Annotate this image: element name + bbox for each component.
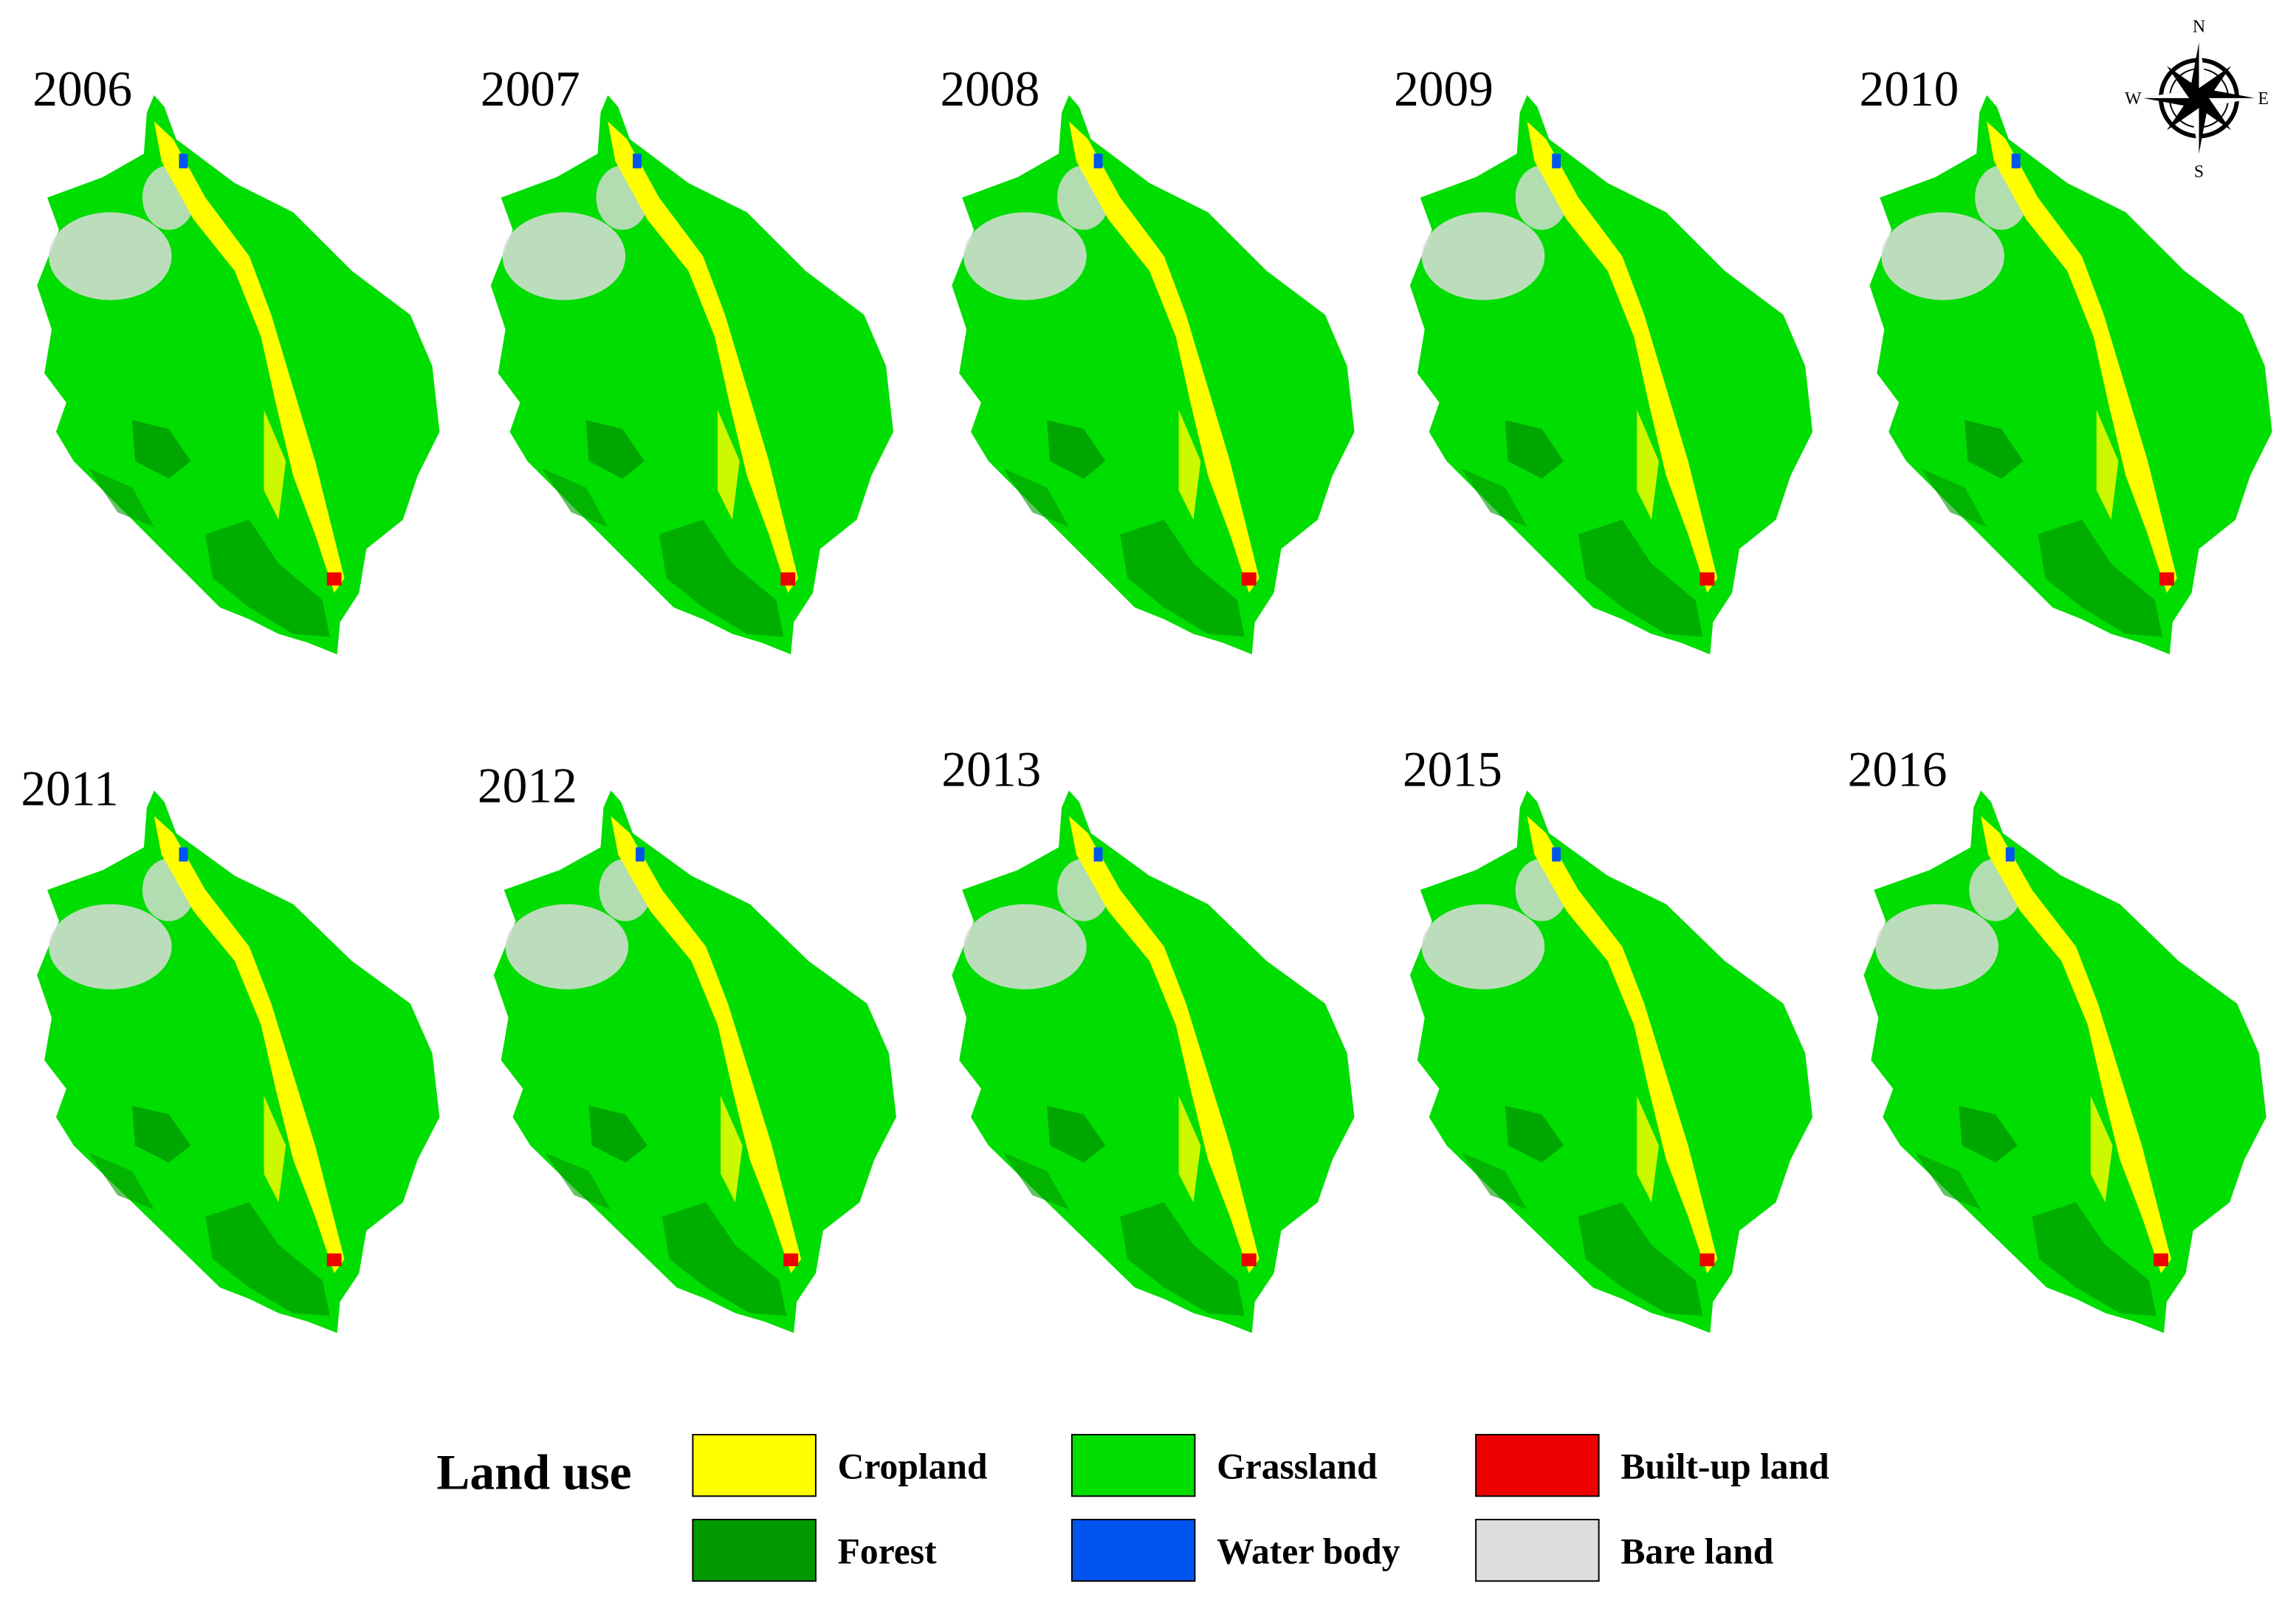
year-label: 2013 — [941, 742, 1041, 797]
land-use-map — [37, 790, 440, 1333]
land-use-map — [490, 95, 894, 655]
compass-w: W — [2125, 89, 2142, 109]
compass-n: N — [2193, 18, 2205, 37]
compass-s: S — [2194, 162, 2204, 182]
map-panel — [952, 95, 1355, 655]
compass-star — [2166, 66, 2232, 131]
legend-swatch — [1070, 1434, 1196, 1497]
land-use-map — [1409, 790, 1813, 1333]
year-label: 2008 — [940, 61, 1039, 117]
map-panel — [490, 95, 894, 655]
year-label: 2015 — [1403, 742, 1502, 797]
legend-swatch — [692, 1518, 817, 1582]
land-use-map — [493, 790, 896, 1333]
legend: Cropland Grassland Built-up land Forest Wate… — [692, 1434, 1829, 1582]
land-use-map — [952, 790, 1355, 1333]
legend-swatch — [692, 1434, 817, 1497]
legend-label: Built-up land — [1620, 1446, 1829, 1486]
legend-label: Grassland — [1217, 1446, 1378, 1486]
land-use-map — [1863, 790, 2266, 1333]
map-panel — [1409, 790, 1813, 1333]
legend-label: Bare land — [1620, 1531, 1773, 1571]
map-panel — [37, 95, 440, 655]
year-label: 2009 — [1394, 61, 1494, 117]
map-panels: 2006 2007 2008 2009 2010 2011 2012 2013 2015 2016 — [21, 61, 2272, 1333]
legend-swatch — [1070, 1518, 1196, 1582]
land-use-map — [1869, 95, 2272, 655]
legend-swatch — [1475, 1434, 1600, 1497]
legend-swatch — [1475, 1518, 1600, 1582]
land-use-map — [952, 95, 1355, 655]
year-label: 2012 — [478, 758, 577, 813]
map-panel — [37, 790, 440, 1333]
legend-label: Forest — [838, 1531, 937, 1571]
legend-label: Cropland — [838, 1446, 988, 1486]
map-panel — [493, 790, 896, 1333]
land-use-map — [1409, 95, 1813, 655]
map-panel — [1869, 95, 2272, 655]
compass-e: E — [2258, 89, 2269, 109]
year-label: 2011 — [21, 761, 118, 816]
year-label: 2010 — [1860, 61, 1959, 117]
year-label: 2007 — [481, 61, 580, 117]
map-panel — [1863, 790, 2266, 1333]
compass: N S W E — [2125, 18, 2269, 182]
map-panel — [1409, 95, 1813, 655]
year-label: 2016 — [1848, 742, 1948, 797]
legend-title: Land use — [436, 1444, 631, 1500]
year-label: 2006 — [32, 61, 132, 117]
map-panel — [952, 790, 1355, 1333]
legend-label: Water body — [1217, 1531, 1400, 1571]
land-use-map — [37, 95, 440, 655]
